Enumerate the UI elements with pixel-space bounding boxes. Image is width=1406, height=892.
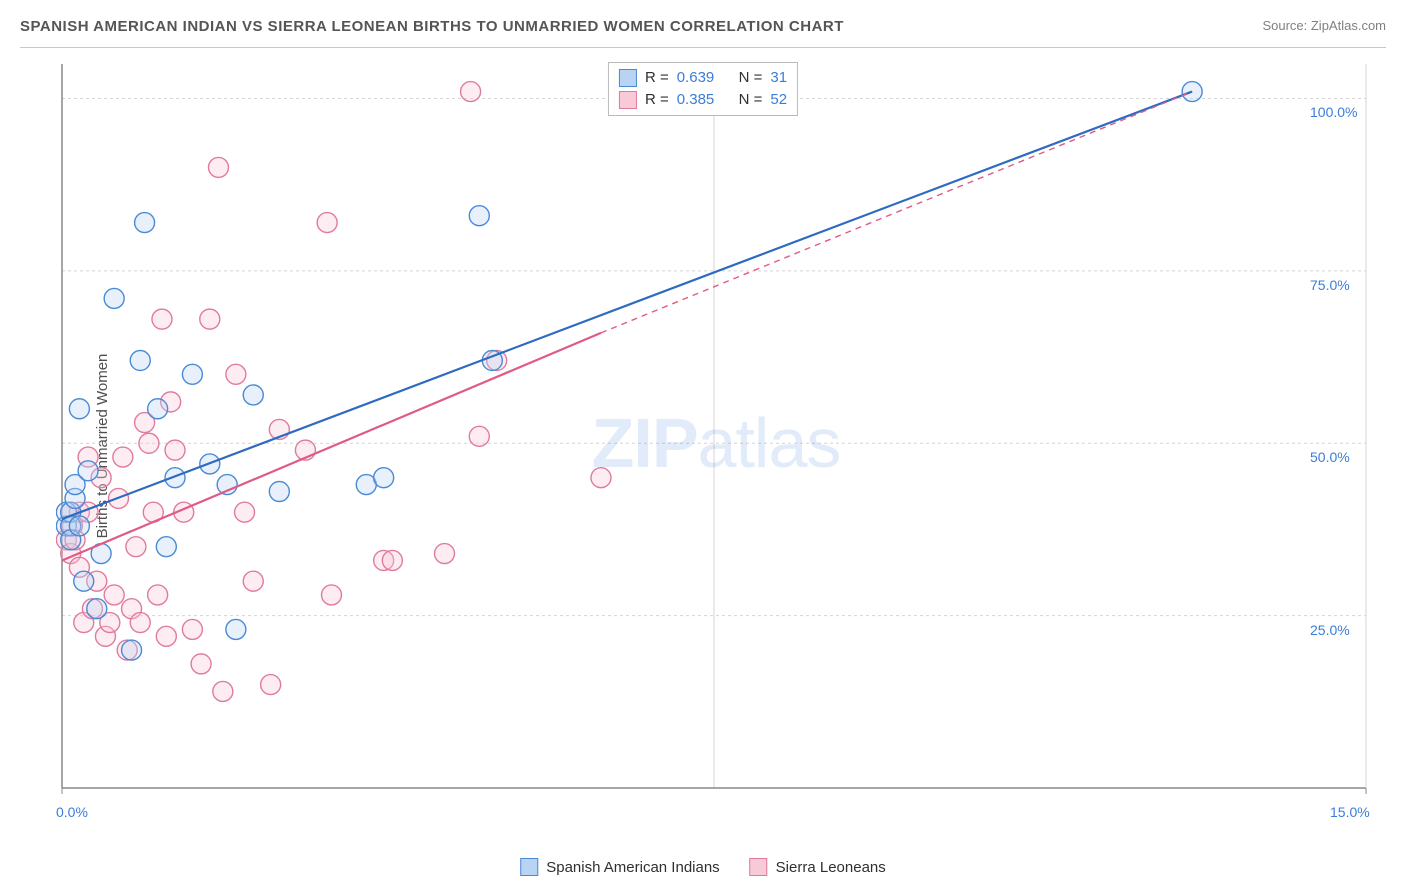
stat-R-value-series1: 0.639 bbox=[677, 67, 715, 89]
legend-item-series1: Spanish American Indians bbox=[520, 858, 719, 876]
y-tick-label: 100.0% bbox=[1310, 104, 1357, 120]
stat-N-value-series2: 52 bbox=[770, 89, 787, 111]
legend-label-series2: Sierra Leoneans bbox=[776, 859, 886, 876]
y-tick-label: 75.0% bbox=[1310, 277, 1350, 293]
source-label: Source: ZipAtlas.com bbox=[1262, 18, 1386, 33]
scatter-plot-svg bbox=[56, 58, 1376, 828]
chart-title: SPANISH AMERICAN INDIAN VS SIERRA LEONEA… bbox=[20, 18, 844, 35]
stat-N-label: N = bbox=[739, 67, 763, 89]
swatch-series1 bbox=[619, 69, 637, 87]
x-tick-label: 0.0% bbox=[56, 804, 88, 820]
stat-R-label: R = bbox=[645, 67, 669, 89]
x-tick-label: 15.0% bbox=[1330, 804, 1370, 820]
stats-legend-box: R = 0.639 N = 31 R = 0.385 N = 52 bbox=[608, 62, 798, 116]
bottom-legend: Spanish American Indians Sierra Leoneans bbox=[520, 858, 886, 876]
legend-item-series2: Sierra Leoneans bbox=[750, 858, 886, 876]
stat-R-value-series2: 0.385 bbox=[677, 89, 715, 111]
swatch-series2 bbox=[619, 91, 637, 109]
stats-row-series1: R = 0.639 N = 31 bbox=[619, 67, 787, 89]
legend-label-series1: Spanish American Indians bbox=[546, 859, 719, 876]
stat-N-value-series1: 31 bbox=[770, 67, 787, 89]
legend-swatch-series1 bbox=[520, 858, 538, 876]
plot-area: ZIPatlas bbox=[56, 58, 1376, 828]
stats-row-series2: R = 0.385 N = 52 bbox=[619, 89, 787, 111]
title-bar: SPANISH AMERICAN INDIAN VS SIERRA LEONEA… bbox=[20, 18, 1386, 48]
stat-N-label: N = bbox=[739, 89, 763, 111]
y-tick-label: 50.0% bbox=[1310, 449, 1350, 465]
y-tick-label: 25.0% bbox=[1310, 622, 1350, 638]
legend-swatch-series2 bbox=[750, 858, 768, 876]
stat-R-label: R = bbox=[645, 89, 669, 111]
